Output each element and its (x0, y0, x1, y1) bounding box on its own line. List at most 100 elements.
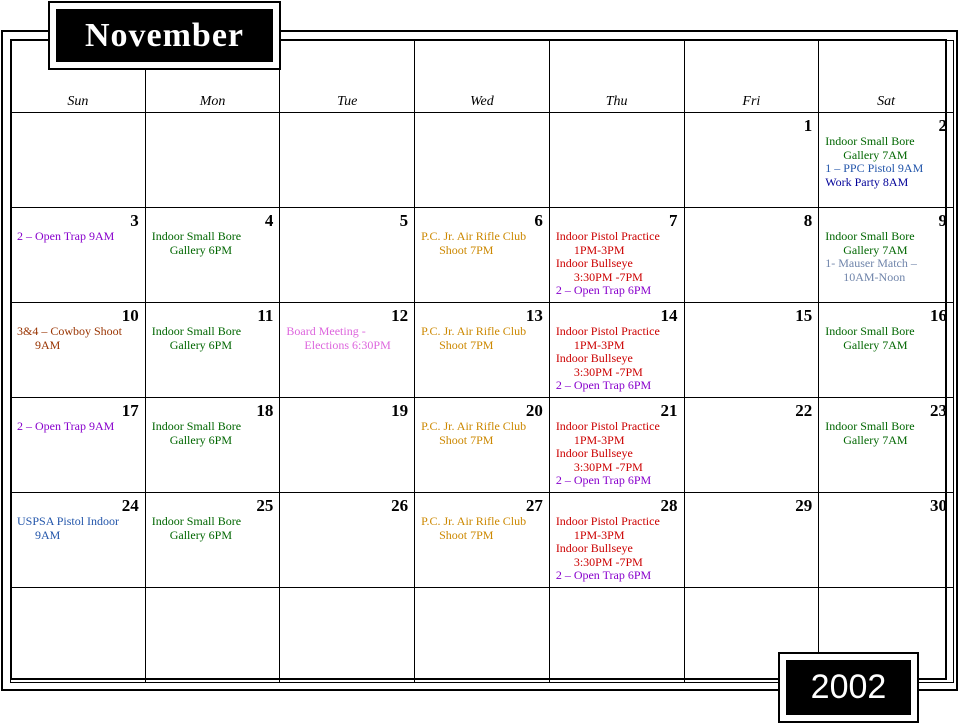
event-item[interactable]: USPSA Pistol Indoor 9AM (17, 514, 141, 542)
event-item[interactable]: Indoor Small Bore Gallery 6PM (152, 324, 276, 352)
calendar-grid: Sun Mon Tue Wed Thu Fri Sat 1 2 Indoor Small Bore… (10, 40, 954, 683)
day-cell[interactable] (279, 112, 416, 208)
day-cell[interactable]: 20 P.C. Jr. Air Rifle Club Shoot 7PM (414, 397, 550, 493)
day-number: 1 (803, 116, 813, 135)
day-cell[interactable]: 8 (683, 207, 820, 303)
day-cell[interactable]: 9 Indoor Small Bore Gallery 7AM 1- Mauser M… (818, 207, 954, 303)
event-list: Indoor Small Bore Gallery 7AM (825, 324, 949, 352)
event-item[interactable]: 1- Mauser Match –10AM-Noon (825, 256, 949, 284)
day-cell[interactable]: 27 P.C. Jr. Air Rifle Club Shoot 7PM (414, 492, 550, 588)
event-item[interactable]: P.C. Jr. Air Rifle Club Shoot 7PM (421, 419, 545, 447)
day-cell[interactable]: 2 Indoor Small Bore Gallery 7AM 1 – PPC Pis… (818, 112, 954, 208)
day-cell[interactable] (414, 587, 550, 683)
event-item[interactable]: Indoor Bullseye 3:30PM -7PM (555, 351, 680, 379)
day-cell[interactable]: 29 (683, 492, 820, 588)
event-title: 1 – PPC Pistol 9AM (825, 161, 924, 175)
day-cell[interactable] (548, 112, 685, 208)
event-item[interactable]: Indoor Small Bore Gallery 6PM (151, 419, 276, 447)
day-cell[interactable] (10, 112, 146, 208)
day-cell[interactable]: 26 (279, 492, 416, 588)
day-cell[interactable]: 16 Indoor Small Bore Gallery 7AM (818, 302, 954, 398)
day-cell[interactable]: 1 (683, 112, 820, 208)
event-list: P.C. Jr. Air Rifle Club Shoot 7PM (421, 514, 545, 542)
day-cell[interactable] (144, 587, 281, 683)
day-cell[interactable]: 30 (818, 492, 954, 588)
day-cell[interactable]: 19 (279, 397, 416, 493)
day-cell[interactable]: 12 Board Meeting - Elections 6:30PM (279, 302, 416, 398)
day-cell[interactable]: 5 (279, 207, 416, 303)
day-cell[interactable] (548, 587, 685, 683)
day-cell[interactable]: 17 2 – Open Trap 9AM (10, 397, 146, 493)
day-cell[interactable]: 28 Indoor Pistol Practice 1PM-3PM Indoor Bu… (548, 492, 685, 588)
day-cell[interactable]: 14 Indoor Pistol Practice 1PM-3PM Indoor Bu… (548, 302, 685, 398)
day-cell[interactable]: 18 Indoor Small Bore Gallery 6PM (144, 397, 281, 493)
day-cell[interactable]: 7 Indoor Pistol Practice 1PM-3PM Indoor Bul… (548, 207, 685, 303)
event-item[interactable]: P.C. Jr. Air Rifle Club Shoot 7PM (421, 324, 545, 352)
event-title: Indoor Bullseye (555, 541, 633, 555)
day-number: 7 (669, 211, 678, 230)
event-item[interactable]: P.C. Jr. Air Rifle Club Shoot 7PM (421, 229, 545, 257)
event-item[interactable]: 1 – PPC Pistol 9AM (825, 161, 949, 176)
day-cell[interactable] (144, 112, 281, 208)
day-number: 24 (121, 496, 139, 515)
day-cell[interactable] (10, 587, 146, 683)
weekday-label: Fri (742, 94, 761, 109)
event-item[interactable]: 2 – Open Trap 6PM (556, 378, 680, 393)
event-item[interactable]: Indoor Bullseye 3:30PM -7PM (556, 256, 680, 284)
day-cell[interactable]: 10 3&4 – Cowboy Shoot 9AM (10, 302, 146, 398)
event-time: Gallery 7AM (843, 432, 908, 447)
event-item[interactable]: Indoor Small Bore Gallery 7AM (825, 419, 949, 447)
event-title: P.C. Jr. Air Rifle Club (421, 324, 527, 338)
day-cell[interactable]: 24 USPSA Pistol Indoor 9AM (10, 492, 146, 588)
weekday-label: Tue (337, 94, 358, 109)
event-item[interactable]: Indoor Small Bore Gallery 7AM (825, 324, 949, 352)
day-cell[interactable] (414, 112, 550, 208)
event-item[interactable]: Indoor Pistol Practice 1PM-3PM (556, 419, 680, 447)
event-title: Indoor Small Bore (825, 229, 915, 243)
day-cell[interactable]: 11 Indoor Small Bore Gallery 6PM (144, 302, 281, 398)
event-item[interactable]: Indoor Pistol Practice 1PM-3PM (556, 324, 680, 352)
day-number: 6 (534, 211, 543, 230)
event-item[interactable]: Indoor Pistol Practice 1PM-3PM (556, 229, 680, 257)
day-cell[interactable]: 25 Indoor Small Bore Gallery 6PM (144, 492, 281, 588)
day-cell[interactable]: 15 (683, 302, 820, 398)
day-cell[interactable]: 4 Indoor Small Bore Gallery 6PM (144, 207, 281, 303)
event-item[interactable]: 2 – Open Trap 9AM (17, 419, 141, 434)
event-item[interactable]: 2 – Open Trap 6PM (556, 473, 680, 488)
event-time: 1PM-3PM (573, 242, 625, 257)
event-time: Gallery 7AM (843, 147, 908, 162)
event-time: 3:30PM -7PM (573, 269, 643, 284)
day-cell[interactable]: 23 Indoor Small Bore Gallery 7AM (818, 397, 954, 493)
week-row: 17 2 – Open Trap 9AM 18 Indoor Small Bore Ga… (10, 397, 954, 493)
event-item[interactable]: 2 – Open Trap 6PM (556, 568, 680, 583)
event-title: Indoor Small Bore (151, 419, 242, 433)
day-number: 23 (930, 401, 947, 420)
day-cell[interactable]: 21 Indoor Pistol Practice 1PM-3PM Indoor Bu… (548, 397, 685, 493)
event-item[interactable]: 2 – Open Trap 9AM (17, 229, 141, 244)
day-cell[interactable]: 22 (683, 397, 820, 493)
event-time: 1PM-3PM (573, 527, 625, 542)
day-cell[interactable] (279, 587, 416, 683)
event-item[interactable]: Board Meeting - Elections 6:30PM (286, 324, 410, 352)
day-cell[interactable]: 3 2 – Open Trap 9AM (10, 207, 146, 303)
event-item[interactable]: Indoor Bullseye 3:30PM -7PM (555, 541, 680, 569)
event-title: Indoor Bullseye (555, 351, 633, 365)
event-title: 1- Mauser Match – (825, 256, 917, 270)
event-item[interactable]: Work Party 8AM (825, 175, 949, 190)
event-item[interactable]: 2 – Open Trap 6PM (556, 283, 680, 298)
event-item[interactable]: Indoor Small Bore Gallery 6PM (152, 514, 276, 542)
event-item[interactable]: 3&4 – Cowboy Shoot 9AM (17, 324, 141, 352)
day-cell[interactable]: 6 P.C. Jr. Air Rifle Club Shoot 7PM (414, 207, 550, 303)
day-number: 14 (660, 306, 678, 325)
event-time: Gallery 7AM (843, 337, 908, 352)
event-item[interactable]: Indoor Small Bore Gallery 7AM (825, 229, 949, 257)
day-cell[interactable]: 13 P.C. Jr. Air Rifle Club Shoot 7PM (414, 302, 550, 398)
event-item[interactable]: Indoor Pistol Practice 1PM-3PM (556, 514, 680, 542)
event-title: 2 – Open Trap 9AM (17, 419, 115, 433)
event-list: Indoor Small Bore Gallery 7AM (825, 419, 949, 447)
event-item[interactable]: P.C. Jr. Air Rifle Club Shoot 7PM (421, 514, 545, 542)
event-item[interactable]: Indoor Small Bore Gallery 7AM (825, 134, 949, 162)
day-number: 17 (121, 401, 139, 420)
event-item[interactable]: Indoor Bullseye 3:30PM -7PM (556, 446, 680, 474)
event-item[interactable]: Indoor Small Bore Gallery 6PM (152, 229, 276, 257)
